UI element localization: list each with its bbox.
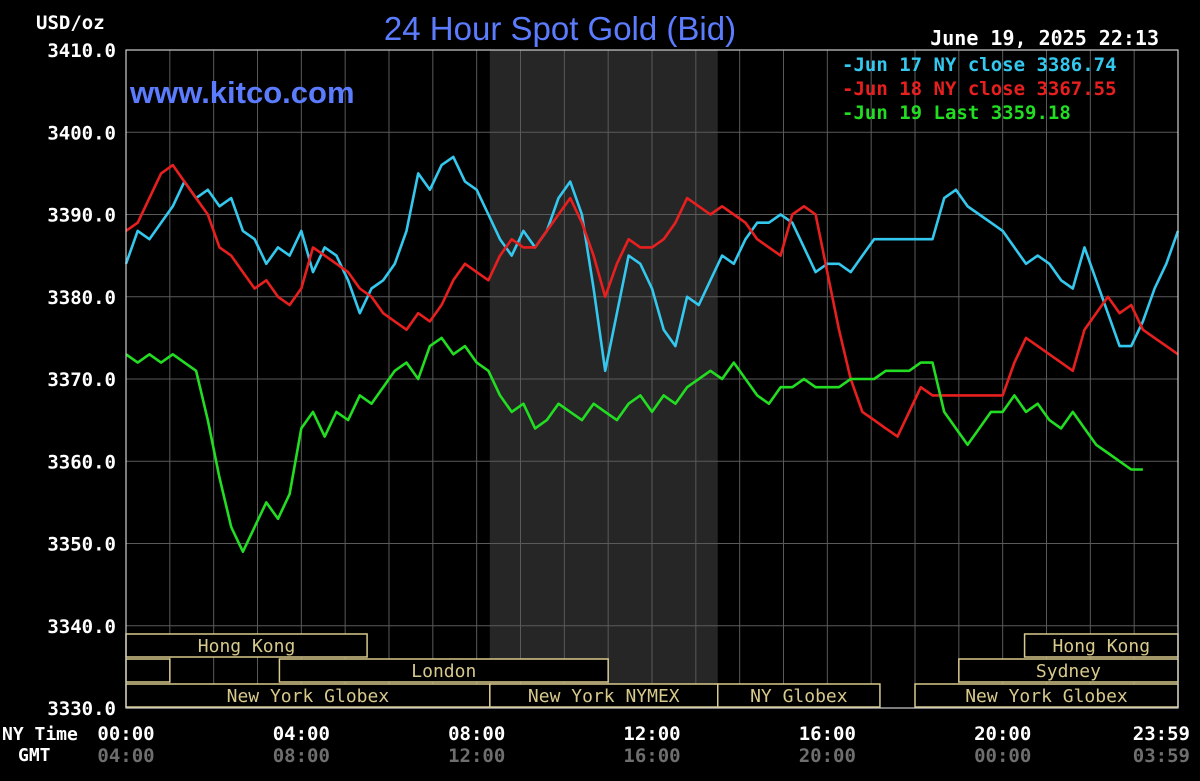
x-tick-label-ny: 08:00 xyxy=(448,723,505,745)
x-tick-label-ny: 20:00 xyxy=(974,723,1031,745)
series-line-jun-18 xyxy=(125,163,1179,438)
y-tick-label: 3350.0 xyxy=(47,534,116,556)
y-tick-label: 3390.0 xyxy=(47,205,116,227)
series-line-jun-19 xyxy=(125,336,1143,554)
x-tick-label-ny: 00:00 xyxy=(97,723,154,745)
y-tick-label: 3340.0 xyxy=(47,616,116,638)
y-tick-label: 3370.0 xyxy=(47,369,116,391)
session-label: Sydney xyxy=(1036,661,1101,682)
legend-entry: -Jun 17 NY close 3386.74 xyxy=(842,54,1117,76)
x-tick-label-gmt: 12:00 xyxy=(448,745,505,767)
session-label: London xyxy=(411,661,476,682)
x-row-label-gmt: GMT xyxy=(18,745,51,766)
session-label: New York Globex xyxy=(965,686,1128,707)
series-lines xyxy=(124,155,1180,554)
session-box xyxy=(125,658,171,683)
x-tick-label-gmt: 03:59 xyxy=(1133,745,1190,767)
y-axis-unit-label: USD/oz xyxy=(36,12,105,34)
chart-timestamp: June 19, 2025 22:13 xyxy=(930,26,1159,50)
session-label: New York Globex xyxy=(227,686,390,707)
x-tick-label-ny: 16:00 xyxy=(799,723,856,745)
plot-frame xyxy=(125,49,1179,709)
watermark-url: www.kitco.com xyxy=(129,75,355,110)
x-tick-labels: 00:0004:0004:0008:0008:0012:0012:0016:00… xyxy=(97,723,1190,767)
y-tick-label: 3360.0 xyxy=(47,451,116,473)
session-label: Hong Kong xyxy=(198,636,296,657)
x-tick-label-ny: 23:59 xyxy=(1133,723,1190,745)
y-tick-label: 3330.0 xyxy=(47,698,116,720)
x-tick-label-ny: 04:00 xyxy=(273,723,330,745)
x-tick-label-gmt: 16:00 xyxy=(623,745,680,767)
series-line-jun-17 xyxy=(124,155,1180,373)
x-tick-label-gmt: 00:00 xyxy=(974,745,1031,767)
session-label: NY Globex xyxy=(750,686,848,707)
legend-entry: -Jun 18 NY close 3367.55 xyxy=(842,78,1117,100)
session-box xyxy=(278,658,609,683)
session-box xyxy=(717,683,881,708)
y-tick-labels: 3410.0 3400.0 3390.0 3380.0 3370.0 3360.0 3350… xyxy=(47,40,116,720)
session-label: Hong Kong xyxy=(1053,636,1151,657)
y-tick-label: 3410.0 xyxy=(47,40,116,62)
x-tick-label-gmt: 04:00 xyxy=(97,745,154,767)
y-tick-label: 3400.0 xyxy=(47,122,116,144)
legend-entry: -Jun 19 Last 3359.18 xyxy=(842,102,1071,124)
session-label: New York NYMEX xyxy=(528,686,680,707)
x-tick-label-ny: 12:00 xyxy=(623,723,680,745)
x-tick-label-gmt: 08:00 xyxy=(273,745,330,767)
market-sessions: Hong Kong Hong Kong Sydney London New York G… xyxy=(125,633,1179,708)
grid-lines xyxy=(125,49,1179,709)
x-tick-label-gmt: 20:00 xyxy=(799,745,856,767)
legend: -Jun 17 NY close 3386.74-Jun 18 NY close… xyxy=(842,54,1117,124)
chart-title: 24 Hour Spot Gold (Bid) xyxy=(384,10,736,47)
x-row-label-ny: NY Time xyxy=(2,724,78,745)
y-tick-label: 3380.0 xyxy=(47,287,116,309)
